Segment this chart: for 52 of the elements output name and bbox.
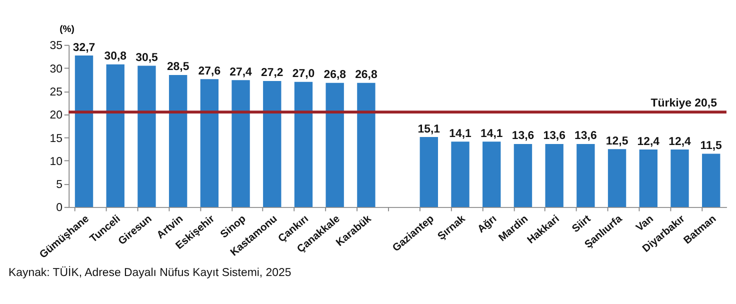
data-label: 14,1 (480, 128, 504, 140)
bar (357, 82, 376, 207)
data-label: 30,8 (104, 50, 128, 63)
bar (200, 79, 219, 207)
x-tick-label: Ağrı (476, 214, 500, 236)
y-tick-label: 20 (50, 110, 62, 122)
data-label: 11,5 (700, 140, 723, 152)
data-label: 27,6 (198, 65, 221, 78)
y-tick-label: 0 (56, 202, 62, 214)
data-label: 12,5 (606, 135, 629, 148)
data-label: 13,6 (512, 130, 534, 142)
y-tick-label: 25 (50, 86, 62, 98)
y-tick-label: 15 (50, 132, 62, 145)
ref-line-label: Türkiye 20,5 (650, 97, 718, 110)
bar (702, 154, 720, 207)
data-label: 27,0 (292, 68, 315, 80)
data-label: 26,8 (324, 69, 347, 82)
bar (326, 82, 344, 207)
y-tick-label: 10 (50, 156, 62, 168)
data-label: 12,4 (637, 136, 660, 148)
bar (514, 144, 532, 207)
bar (451, 142, 470, 207)
data-label: 13,6 (543, 130, 566, 142)
data-label: 28,5 (166, 61, 190, 74)
bar (263, 80, 282, 207)
bar (74, 56, 94, 207)
bar (294, 82, 313, 207)
data-label: 32,7 (72, 42, 96, 54)
bar (168, 74, 188, 207)
bar (232, 80, 250, 207)
bar (670, 150, 689, 207)
data-label: 14,1 (449, 128, 472, 140)
bar (106, 64, 124, 207)
bar (608, 149, 626, 207)
data-label: 12,4 (668, 136, 692, 148)
bar (138, 66, 156, 207)
y-tick-label: 5 (56, 179, 62, 192)
bar (576, 144, 595, 207)
bar (420, 137, 438, 207)
data-label: 13,6 (574, 130, 597, 142)
bar (639, 150, 658, 207)
y-tick-label: 35 (50, 40, 62, 52)
data-label: 15,1 (418, 123, 441, 136)
y-axis-title: (%) (60, 24, 74, 36)
data-label: 26,8 (355, 69, 378, 82)
data-label: 30,5 (136, 52, 158, 64)
text: Kaynak: TÜİK, Adrese Dayalı Nüfus Kayıt Sistemi, 2025 (8, 266, 292, 279)
bar (482, 142, 501, 207)
data-label: 27,2 (261, 67, 284, 80)
bar (545, 144, 564, 207)
data-label: 27,4 (230, 66, 253, 78)
y-tick-label: 30 (50, 63, 62, 76)
